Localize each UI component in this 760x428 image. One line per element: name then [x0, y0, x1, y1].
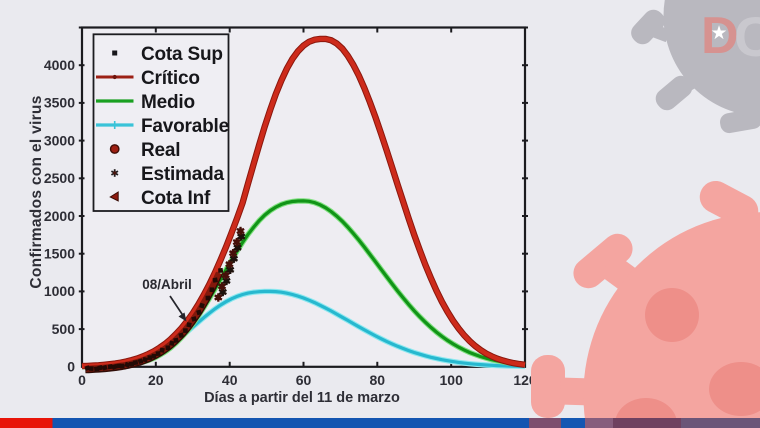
svg-text:60: 60	[296, 372, 312, 388]
svg-text:1000: 1000	[44, 283, 75, 299]
svg-text:Días a partir del 11 de marzo: Días a partir del 11 de marzo	[204, 390, 400, 406]
svg-text:3500: 3500	[44, 95, 75, 111]
svg-text:1500: 1500	[44, 246, 75, 262]
svg-text:2500: 2500	[44, 170, 75, 186]
svg-text:500: 500	[52, 321, 76, 337]
svg-text:Cota Sup: Cota Sup	[141, 44, 223, 65]
svg-text:40: 40	[222, 372, 238, 388]
svg-text:08/Abril: 08/Abril	[142, 277, 192, 292]
svg-text:D: D	[701, 7, 739, 65]
svg-text:C: C	[734, 5, 760, 68]
svg-text:★: ★	[710, 23, 727, 44]
svg-text:120: 120	[513, 372, 537, 388]
svg-text:Favorable: Favorable	[141, 116, 229, 137]
svg-text:4000: 4000	[44, 57, 75, 73]
svg-text:Crítico: Crítico	[141, 68, 200, 89]
svg-text:Confirmados con el virus: Confirmados con el virus	[28, 95, 45, 288]
svg-text:Real: Real	[141, 140, 180, 161]
svg-text:20: 20	[148, 372, 164, 388]
svg-text:0: 0	[78, 372, 86, 388]
svg-text:3000: 3000	[44, 132, 75, 148]
svg-text:Medio: Medio	[141, 92, 195, 113]
svg-text:100: 100	[440, 372, 464, 388]
svg-text:0: 0	[67, 359, 75, 375]
svg-text:80: 80	[370, 372, 386, 388]
svg-text:Estimada: Estimada	[141, 164, 225, 185]
svg-text:Cota Inf: Cota Inf	[141, 188, 211, 209]
svg-text:2000: 2000	[44, 208, 75, 224]
